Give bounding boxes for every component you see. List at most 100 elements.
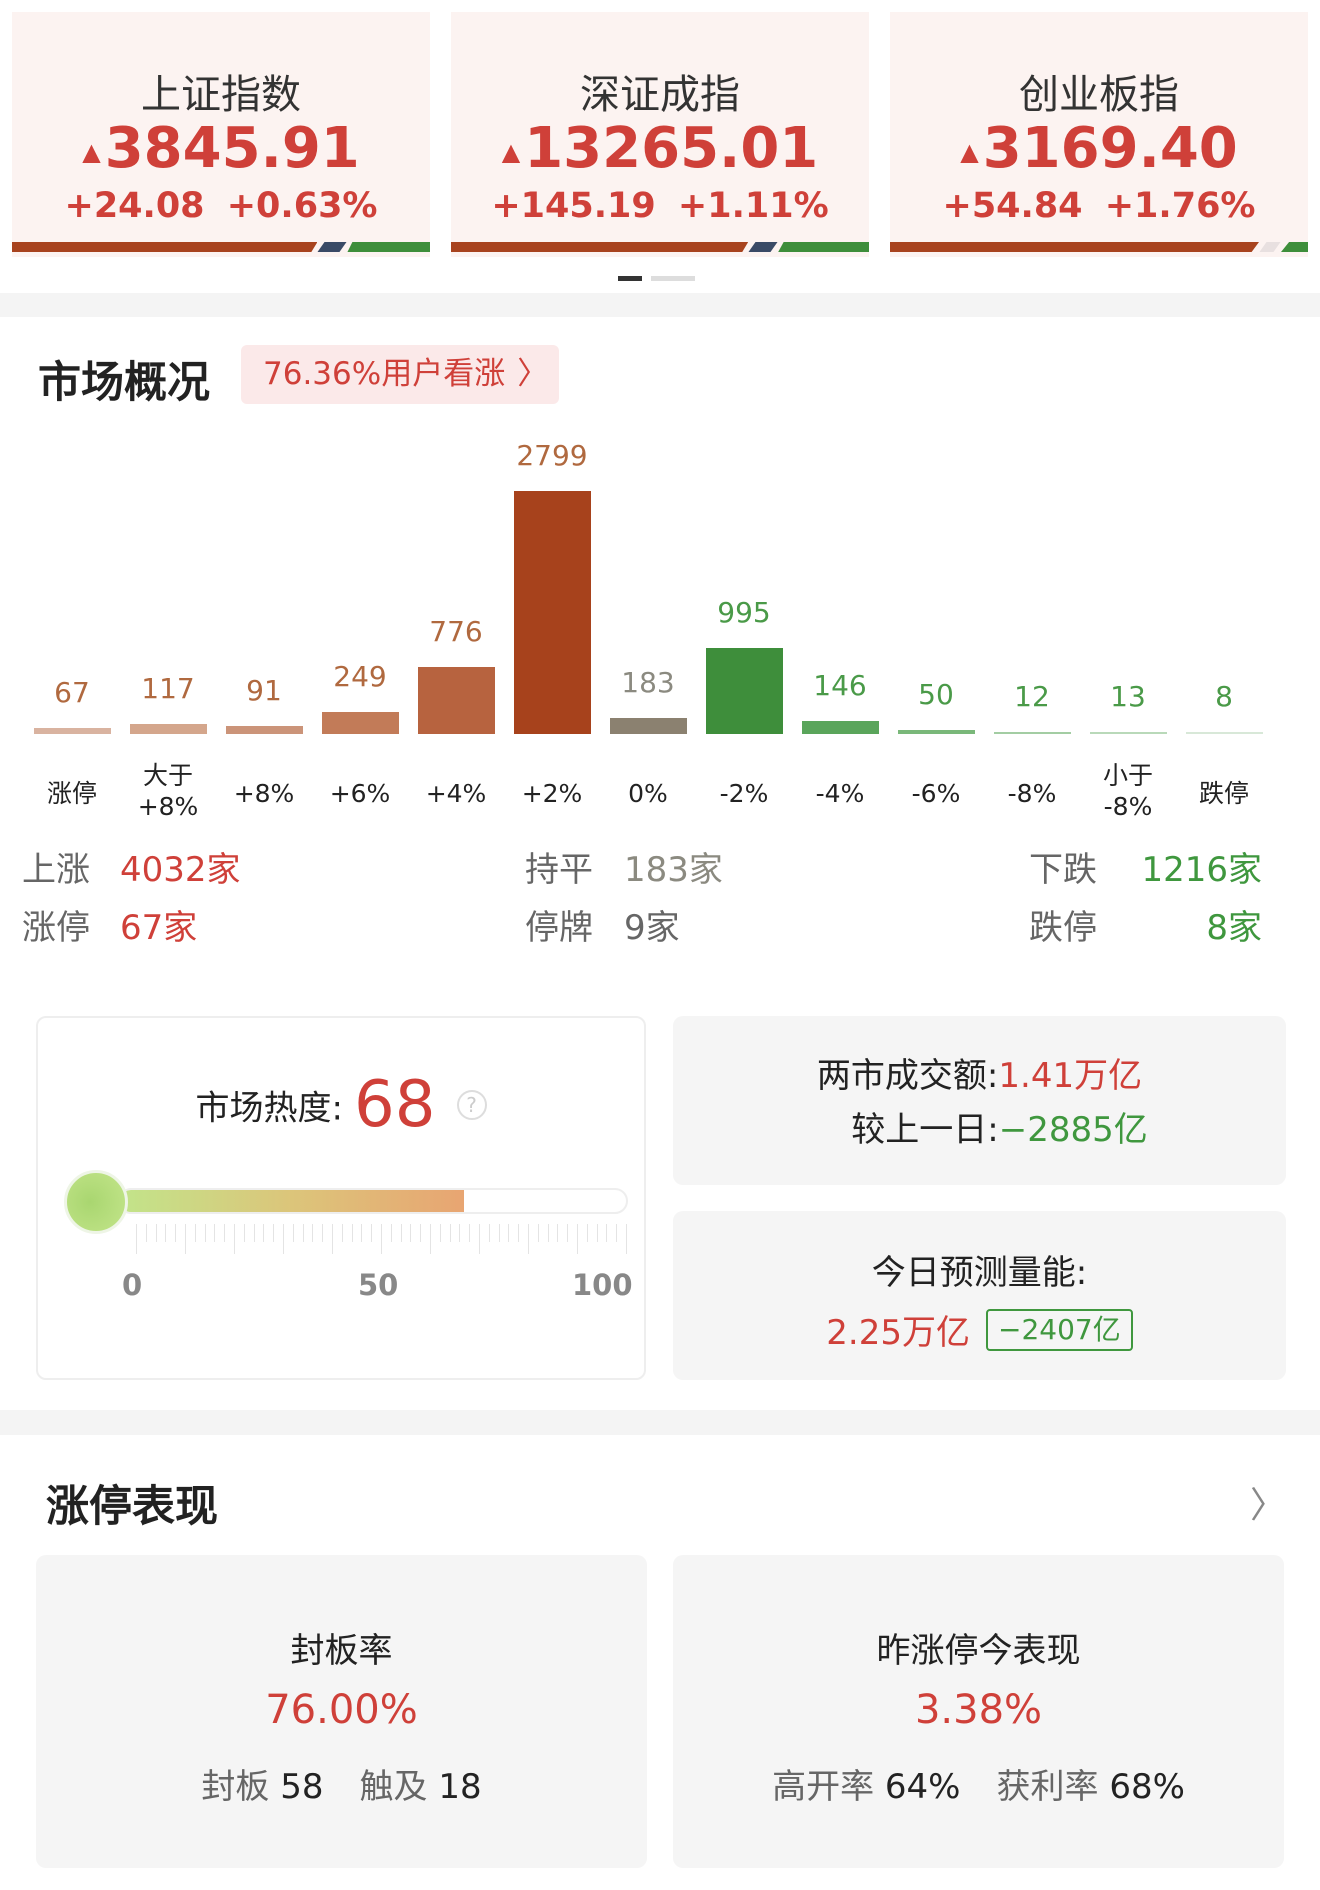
- seal-rate-card[interactable]: 封板率 76.00% 封板 58 触及 18: [36, 1555, 647, 1868]
- breadth-bar: [451, 242, 869, 252]
- index-card-shenzhen[interactable]: 深证成指 ▲13265.01 +145.19 +1.11%: [451, 12, 869, 257]
- bar-value-label: 117: [141, 671, 195, 705]
- scale-tick: [528, 1224, 529, 1254]
- index-value: 3845.91: [104, 116, 360, 181]
- sentiment-text: 76.36%用户看涨: [263, 356, 506, 392]
- scale-tick: [606, 1224, 608, 1242]
- scale-tick: [469, 1224, 471, 1242]
- bar-value-label: 776: [429, 614, 483, 648]
- scale-tick: [567, 1224, 569, 1242]
- index-change: +145.19: [491, 186, 656, 226]
- scale-tick: [263, 1224, 265, 1242]
- touch-value: 18: [438, 1767, 482, 1807]
- index-card-shanghai[interactable]: 上证指数 ▲3845.91 +24.08 +0.63%: [12, 12, 430, 257]
- scale-tick: [361, 1224, 363, 1242]
- chart-bar: [802, 721, 879, 734]
- carousel-dot-active[interactable]: [618, 276, 642, 281]
- help-icon[interactable]: ?: [456, 1090, 487, 1120]
- up-label: 上涨: [22, 850, 90, 890]
- bar-value-label: 146: [813, 669, 867, 703]
- sentiment-badge[interactable]: 76.36%用户看涨〉: [241, 345, 559, 404]
- chart-bar: [994, 732, 1071, 734]
- category-label: 大于 +8%: [137, 761, 199, 821]
- index-value: 3169.40: [982, 116, 1238, 181]
- index-name: 创业板指: [1019, 72, 1179, 118]
- bar-value-label: 2799: [516, 439, 588, 472]
- heat-value: 68: [354, 1068, 436, 1142]
- touch-label: 触及: [359, 1767, 428, 1807]
- bar-value-label: 12: [1014, 680, 1050, 713]
- scale-tick: [253, 1224, 255, 1242]
- heat-label: 市场热度:: [195, 1088, 343, 1129]
- yesterday-limit-up-card[interactable]: 昨涨停今表现 3.38% 高开率 64% 获利率 68%: [673, 1555, 1284, 1868]
- up-value: 4032家: [120, 850, 241, 890]
- heat-tick-label: 100: [572, 1268, 633, 1302]
- up-arrow-icon: ▲: [501, 137, 521, 166]
- index-change: +54.84: [942, 186, 1083, 226]
- down-label: 下跌: [1029, 850, 1097, 890]
- category-label: -6%: [911, 779, 961, 808]
- scale-tick: [439, 1224, 441, 1242]
- scale-tick: [155, 1224, 157, 1242]
- scale-tick: [292, 1224, 294, 1242]
- scale-tick: [145, 1224, 147, 1242]
- carousel-dot[interactable]: [651, 276, 695, 281]
- category-label: 小于 -8%: [1102, 761, 1153, 821]
- scale-tick: [381, 1224, 382, 1254]
- index-card-chinext[interactable]: 创业板指 ▲3169.40 +54.84 +1.76%: [890, 12, 1308, 257]
- forecast-label: 今日预测量能:: [871, 1253, 1088, 1293]
- index-pct: +0.63%: [226, 186, 378, 226]
- chart-bar: [706, 647, 783, 734]
- scale-tick: [577, 1224, 578, 1254]
- turnover-value: 1.41万亿: [998, 1056, 1143, 1096]
- category-label: +8%: [233, 779, 295, 808]
- category-label: 0%: [628, 779, 668, 808]
- open-label: 高开率: [772, 1767, 875, 1807]
- scale-tick: [194, 1224, 196, 1242]
- chart-bar: [34, 728, 111, 734]
- bar-value-label: 50: [918, 677, 954, 711]
- chart-bar: [514, 491, 591, 734]
- seal-rate-value: 76.00%: [265, 1687, 418, 1733]
- seal-value: 58: [280, 1767, 324, 1807]
- bar-value-label: 67: [54, 676, 90, 710]
- forecast-card: 今日预测量能: 2.25万亿 −2407亿: [673, 1211, 1286, 1380]
- scale-tick: [204, 1224, 206, 1242]
- yesterday-title: 昨涨停今表现: [876, 1631, 1081, 1671]
- chart-bar: [1090, 732, 1167, 734]
- scale-tick: [420, 1224, 422, 1242]
- index-change: +24.08: [64, 186, 205, 226]
- bar-value-label: 13: [1110, 680, 1146, 713]
- distribution-chart: 67 涨停 117 大于 +8% 91 +8% 249 +6% 776 +4% 2799 +2% 183…: [0, 0, 1320, 830]
- chart-bar: [130, 723, 207, 734]
- category-label: +6%: [329, 779, 391, 808]
- heat-tick-label: 0: [122, 1268, 143, 1302]
- category-label: +2%: [521, 779, 583, 808]
- market-overview-title: 市场概况: [38, 358, 210, 408]
- scale-tick: [390, 1224, 392, 1242]
- scale-tick: [586, 1224, 588, 1242]
- bar-value-label: 91: [246, 674, 282, 708]
- scale-tick: [547, 1224, 549, 1242]
- index-value: 13265.01: [524, 116, 819, 181]
- scale-tick: [557, 1224, 559, 1242]
- chevron-right-icon: 〉: [517, 356, 549, 392]
- scale-tick: [430, 1224, 431, 1254]
- scale-tick: [322, 1224, 324, 1242]
- scale-tick: [341, 1224, 343, 1242]
- index-name: 深证成指: [580, 72, 740, 118]
- scale-tick: [273, 1224, 275, 1242]
- suspended-value: 9家: [624, 908, 680, 948]
- limit-down-label: 跌停: [1029, 908, 1097, 948]
- category-label: +4%: [425, 779, 487, 808]
- profit-label: 获利率: [996, 1767, 1099, 1807]
- scale-tick: [537, 1224, 539, 1242]
- scale-tick: [351, 1224, 353, 1242]
- chevron-right-icon[interactable]: 〉: [1250, 1485, 1287, 1526]
- scale-tick: [498, 1224, 500, 1242]
- scale-tick: [185, 1224, 186, 1254]
- scale-tick: [165, 1224, 167, 1242]
- scale-tick: [371, 1224, 373, 1242]
- scale-tick: [479, 1224, 480, 1254]
- scale-tick: [459, 1224, 461, 1242]
